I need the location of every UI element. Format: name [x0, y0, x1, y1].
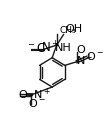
Text: N$^+$: N$^+$: [41, 40, 60, 55]
Text: NH: NH: [55, 43, 72, 53]
Text: O: O: [76, 45, 85, 55]
Text: O$^-$: O$^-$: [28, 97, 46, 109]
Text: CH₃: CH₃: [60, 26, 77, 35]
Text: N$^+$: N$^+$: [76, 53, 94, 68]
Text: O: O: [18, 90, 27, 100]
Text: OH: OH: [65, 24, 82, 34]
Text: O$^-$: O$^-$: [86, 50, 104, 62]
Text: =N$^+$: =N$^+$: [24, 87, 51, 102]
Text: $^-$C: $^-$C: [26, 42, 46, 55]
